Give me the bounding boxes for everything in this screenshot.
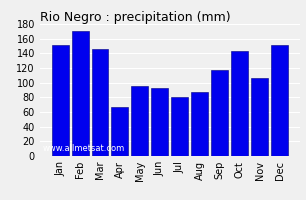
Text: Rio Negro : precipitation (mm): Rio Negro : precipitation (mm) <box>40 11 230 24</box>
Bar <box>251 78 268 156</box>
Bar <box>131 86 148 156</box>
Bar <box>72 31 88 156</box>
Bar <box>151 88 168 156</box>
Bar <box>171 97 188 156</box>
Bar <box>271 45 288 156</box>
Bar <box>231 51 248 156</box>
Bar <box>191 92 208 156</box>
Bar <box>91 49 108 156</box>
Bar <box>111 107 129 156</box>
Bar <box>52 45 69 156</box>
Text: www.allmetsat.com: www.allmetsat.com <box>42 144 125 153</box>
Bar <box>211 70 228 156</box>
